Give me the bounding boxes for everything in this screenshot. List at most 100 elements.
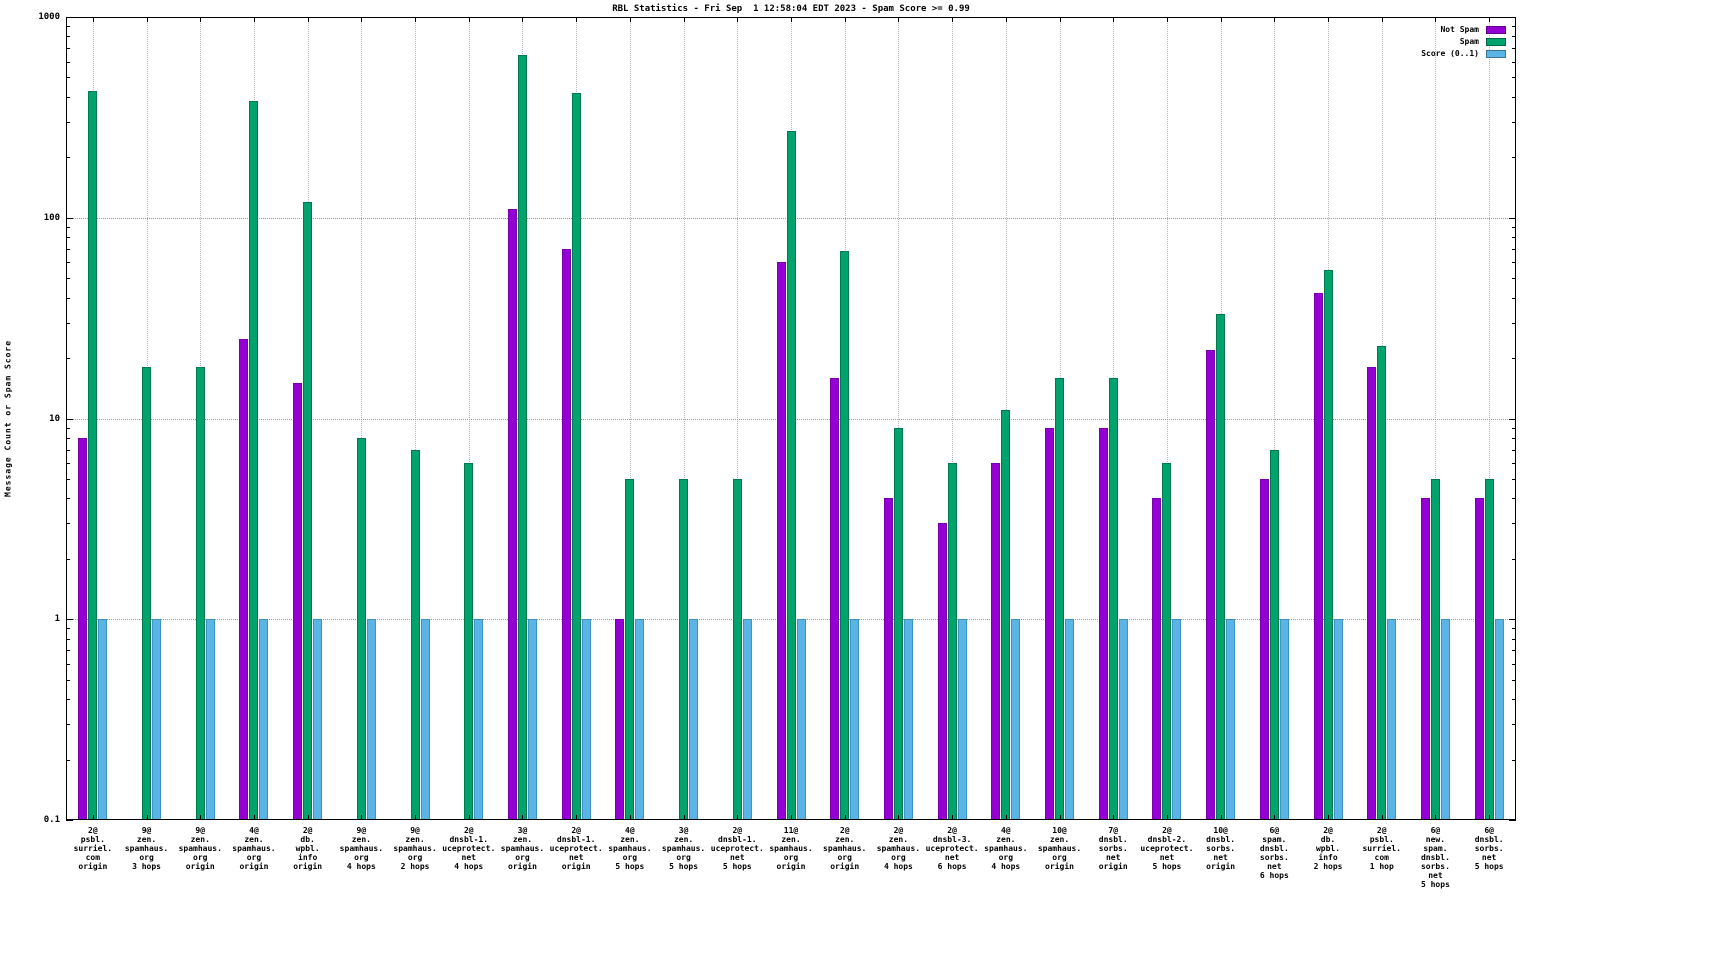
x-tick: [415, 815, 417, 820]
x-tick: [522, 815, 524, 820]
x-tick: [1166, 815, 1168, 820]
y-minor-tick: [66, 437, 70, 439]
y-tick-label: 10: [49, 413, 60, 424]
x-tick-label: 6@ new. spam. dnsbl. sorbs. net 5 hops: [1420, 826, 1450, 889]
x-tick: [1220, 815, 1222, 820]
x-tick: [200, 17, 202, 22]
x-tick: [200, 815, 202, 820]
x-tick: [1489, 17, 1491, 22]
x-tick-label: 4@ zen. spamhaus. org origin: [232, 826, 276, 871]
y-minor-tick: [66, 77, 70, 79]
y-minor-tick: [1512, 157, 1516, 159]
x-tick-label: 2@ db. wpbl. info 2 hops: [1313, 826, 1343, 871]
x-tick: [361, 815, 363, 820]
y-minor-tick: [66, 463, 70, 465]
x-tick-label: 2@ psbl. surriel. com 1 hop: [1362, 826, 1401, 871]
y-minor-tick: [1512, 48, 1516, 50]
x-tick: [1274, 17, 1276, 22]
y-tick-label: 1: [54, 614, 60, 625]
x-tick: [1113, 17, 1115, 22]
x-tick: [253, 17, 255, 22]
chart-title: RBL Statistics - Fri Sep 1 12:58:04 EDT …: [612, 4, 970, 14]
x-tick: [1059, 815, 1061, 820]
y-minor-tick: [66, 427, 70, 429]
x-tick-label: 2@ zen. spamhaus. org origin: [823, 826, 867, 871]
x-tick: [1381, 815, 1383, 820]
x-tick-label: 6@ dnsbl. sorbs. net 5 hops: [1474, 826, 1504, 871]
y-minor-tick: [66, 226, 70, 228]
y-minor-tick: [66, 759, 70, 761]
x-tick: [844, 17, 846, 22]
y-minor-tick: [1512, 427, 1516, 429]
plot-border: [66, 17, 1516, 820]
y-minor-tick: [1512, 679, 1516, 681]
x-tick: [468, 815, 470, 820]
y-minor-tick: [66, 478, 70, 480]
x-tick-label: 3@ zen. spamhaus. org 5 hops: [661, 826, 706, 871]
y-minor-tick: [66, 237, 70, 239]
y-minor-tick: [1512, 278, 1516, 280]
x-tick: [92, 815, 94, 820]
y-minor-tick: [66, 278, 70, 280]
y-minor-tick: [1512, 26, 1516, 28]
y-minor-tick: [66, 523, 70, 525]
x-tick: [468, 17, 470, 22]
y-minor-tick: [1512, 297, 1516, 299]
y-major-tick: [1509, 418, 1516, 420]
y-minor-tick: [1512, 226, 1516, 228]
x-tick: [683, 17, 685, 22]
y-minor-tick: [66, 650, 70, 652]
y-minor-tick: [66, 498, 70, 500]
y-major-tick: [66, 217, 73, 219]
y-minor-tick: [1512, 77, 1516, 79]
x-tick: [307, 815, 309, 820]
x-tick: [576, 17, 578, 22]
x-tick: [1005, 815, 1007, 820]
x-tick: [361, 17, 363, 22]
y-minor-tick: [1512, 724, 1516, 726]
y-minor-tick: [1512, 463, 1516, 465]
x-tick: [1435, 17, 1437, 22]
y-minor-tick: [66, 48, 70, 50]
y-minor-tick: [66, 248, 70, 250]
y-tick-label: 0.1: [43, 815, 60, 825]
y-minor-tick: [1512, 628, 1516, 630]
x-tick-label: 7@ dnsbl. sorbs. net origin: [1098, 826, 1128, 871]
y-minor-tick: [66, 449, 70, 451]
y-minor-tick: [1512, 437, 1516, 439]
y-minor-tick: [66, 558, 70, 560]
x-tick: [1381, 17, 1383, 22]
y-minor-tick: [66, 157, 70, 159]
y-minor-tick: [1512, 36, 1516, 38]
x-tick: [1328, 17, 1330, 22]
y-major-tick: [66, 418, 73, 420]
x-tick: [576, 815, 578, 820]
y-minor-tick: [1512, 523, 1516, 525]
y-minor-tick: [1512, 262, 1516, 264]
legend-swatch: [1486, 49, 1506, 58]
x-tick: [898, 815, 900, 820]
y-major-tick: [1509, 820, 1516, 821]
x-tick: [629, 815, 631, 820]
legend-item: Spam: [1460, 37, 1506, 46]
x-tick: [844, 815, 846, 820]
legend-label: Spam: [1459, 37, 1479, 46]
y-minor-tick: [66, 121, 70, 123]
x-tick-label: 2@ dnsbl-1. uceprotect. net 5 hops: [710, 826, 764, 871]
x-tick: [1005, 17, 1007, 22]
y-major-tick: [1509, 217, 1516, 219]
x-tick: [737, 17, 739, 22]
y-minor-tick: [1512, 478, 1516, 480]
y-minor-tick: [1512, 650, 1516, 652]
x-tick: [522, 17, 524, 22]
y-major-tick: [66, 820, 73, 821]
y-minor-tick: [1512, 638, 1516, 640]
y-minor-tick: [1512, 358, 1516, 360]
y-major-tick: [66, 619, 73, 621]
x-tick-label: 2@ dnsbl-1. uceprotect. net 4 hops: [442, 826, 496, 871]
y-minor-tick: [66, 663, 70, 665]
y-minor-tick: [1512, 61, 1516, 63]
x-tick-label: 11@ zen. spamhaus. org origin: [769, 826, 813, 871]
y-minor-tick: [66, 61, 70, 63]
y-tick-label: 100: [43, 212, 60, 223]
